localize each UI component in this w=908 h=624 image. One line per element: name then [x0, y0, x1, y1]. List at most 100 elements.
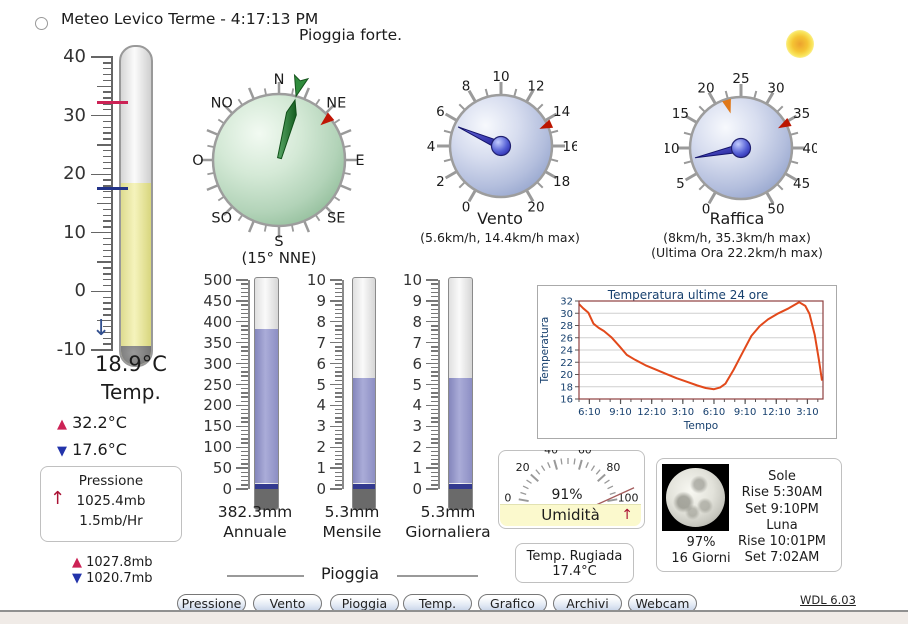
pressure-low-value: 1020.7mb — [86, 571, 153, 586]
svg-text:20: 20 — [697, 80, 714, 96]
svg-text:2: 2 — [436, 174, 445, 190]
svg-text:28: 28 — [560, 321, 573, 332]
astro-times: Sole Rise 5:30AM Set 9:10PM Luna Rise 10… — [729, 469, 835, 567]
rain-scale-label: 10 — [402, 271, 422, 289]
sun-title: Sole — [768, 469, 796, 484]
pressure-title: Pressione — [78, 473, 144, 489]
rain-scale-label: 3 — [316, 417, 326, 436]
down-triangle-icon: ▼ — [72, 571, 82, 586]
nav-button-temp[interactable]: Temp. — [403, 594, 472, 613]
rain-bar-fill — [449, 377, 472, 484]
moon-title: Luna — [766, 517, 798, 533]
thermometer-scale-label: 30 — [63, 104, 86, 126]
svg-text:20: 20 — [560, 370, 573, 381]
moon-age: 16 Giorni — [671, 551, 731, 566]
astro-panel: Sole Rise 5:30AM Set 9:10PM Luna Rise 10… — [656, 458, 842, 572]
sun-set: Set 9:10PM — [745, 501, 819, 517]
svg-text:10: 10 — [665, 141, 680, 157]
svg-text:3:10: 3:10 — [672, 407, 694, 418]
nav-button-vento[interactable]: Vento — [253, 594, 322, 613]
svg-text:18: 18 — [553, 174, 570, 190]
rain-scale-label: 200 — [203, 396, 232, 415]
temp-trend-down-icon: ↓ — [92, 316, 111, 341]
svg-text:14: 14 — [553, 104, 570, 120]
temp-high-value: 32.2°C — [72, 413, 127, 432]
humidity-value: 91% — [551, 487, 583, 503]
rain-scale-label: 7 — [316, 333, 326, 352]
wind-gauge-caption: (5.6km/h, 14.4km/h max) — [420, 230, 580, 245]
dew-point-value: 17.4°C — [552, 564, 597, 579]
compass-caption: (15° NNE) — [241, 249, 317, 267]
rain-scale-label: 8 — [316, 312, 326, 331]
rain-scale-label: 4 — [316, 396, 326, 415]
rain-bar-name: Annuale — [223, 523, 287, 541]
pressure-panel: Pressione 1025.4mb 1.5mb/Hr — [40, 466, 182, 542]
rain-header-line-left — [227, 575, 304, 577]
rain-bar-name: Mensile — [322, 523, 382, 541]
rain-scale-label: 0 — [316, 480, 326, 498]
sun-icon — [786, 30, 814, 58]
svg-text:6: 6 — [436, 104, 445, 120]
svg-text:35: 35 — [793, 106, 810, 122]
svg-text:50: 50 — [767, 202, 784, 218]
svg-text:O: O — [192, 153, 203, 169]
dew-point-title: Temp. Rugiada — [526, 549, 623, 564]
nav-button-webcam[interactable]: Webcam — [628, 594, 697, 613]
rain-header-line-right — [397, 575, 478, 577]
pressure-trend-up-icon: ↑ — [50, 488, 66, 509]
rain-bar-value: 5.3mm — [420, 503, 476, 521]
compass-gust-marker — [320, 112, 335, 126]
needle-hub — [730, 137, 752, 159]
temperature-chart: Temperatura ultime 24 ore 16 18 20 22 24 26 28 3… — [537, 285, 837, 439]
svg-text:16: 16 — [562, 139, 577, 155]
thermometer-scale-label: 40 — [63, 46, 86, 67]
rain-section-label: Pioggia — [320, 564, 380, 583]
svg-text:25: 25 — [732, 72, 749, 87]
svg-text:NO: NO — [211, 96, 233, 112]
thermometer-scale-label: 20 — [63, 163, 86, 185]
svg-text:6:10: 6:10 — [703, 407, 725, 418]
temp-value: 18.9°C — [95, 352, 167, 376]
svg-text:26: 26 — [560, 333, 573, 344]
gust-gauge-caption2: (Ultima Ora 22.2km/h max) — [651, 245, 823, 260]
thermometer-scale-label: 0 — [74, 280, 86, 302]
svg-text:12:10: 12:10 — [637, 407, 666, 418]
svg-text:Tempo: Tempo — [683, 420, 718, 432]
rain-bar-fill — [353, 377, 375, 484]
window-radio-icon[interactable] — [35, 17, 48, 30]
thermometer-fill — [121, 182, 151, 365]
svg-text:18: 18 — [560, 382, 573, 393]
moon-set: Set 7:02AM — [744, 550, 820, 566]
svg-text:100: 100 — [618, 491, 639, 504]
svg-text:60: 60 — [578, 450, 592, 456]
moon-phase-info: 97% 16 Giorni — [661, 535, 741, 567]
version-link[interactable]: WDL 6.03 — [800, 593, 856, 607]
svg-text:Temperatura ultime 24 ore: Temperatura ultime 24 ore — [607, 288, 768, 302]
humidity-title: Umidità — [541, 506, 600, 524]
nav-button-pressione[interactable]: Pressione — [177, 594, 246, 613]
temp-low-row: ▼ 17.6°C — [57, 440, 127, 459]
wind-speed-gauge: 0 2 4 6 8 10 12 14 16 18 20 — [427, 70, 577, 216]
rain-scale-label: 400 — [203, 312, 232, 331]
rain-scale-label: 4 — [412, 396, 422, 415]
svg-text:NE: NE — [326, 96, 346, 112]
pressure-low-row: ▼ 1020.7mb — [72, 571, 153, 586]
rain-scale-label: 5 — [412, 375, 422, 394]
svg-text:6:10: 6:10 — [578, 407, 600, 418]
condition-text: Pioggia forte. — [299, 26, 403, 44]
needle-hub — [490, 135, 512, 157]
svg-text:9:10: 9:10 — [734, 407, 756, 418]
rain-scale-label: 6 — [316, 354, 326, 373]
svg-text:30: 30 — [767, 80, 784, 96]
rain-scale-label: 450 — [203, 291, 232, 310]
wind-compass: N NE E SE S SO O NO — [192, 72, 364, 250]
moon-image — [662, 464, 729, 531]
svg-text:40: 40 — [802, 141, 817, 157]
thermometer-scale-label: -10 — [56, 339, 86, 360]
rain-scale-label: 6 — [412, 354, 422, 373]
svg-text:20: 20 — [527, 200, 544, 216]
thermometer-low-marker — [97, 186, 128, 190]
rain-scale-label: 150 — [203, 417, 232, 436]
moon-illumination: 97% — [686, 535, 716, 550]
